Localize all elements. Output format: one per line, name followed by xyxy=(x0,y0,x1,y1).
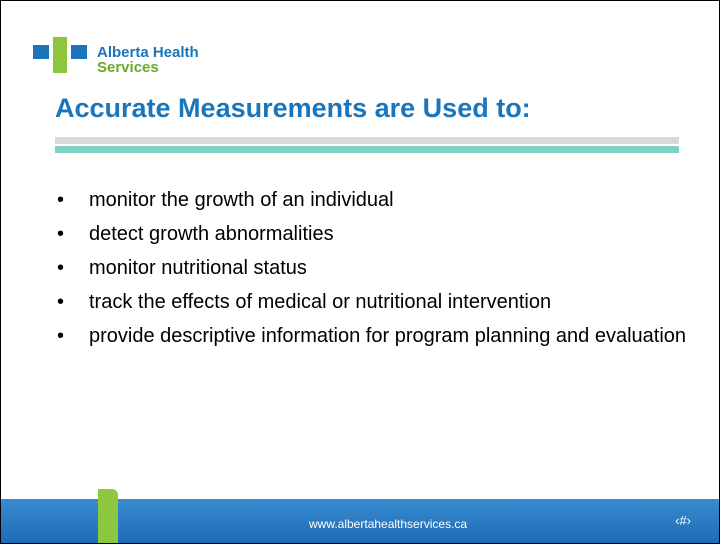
page-number: ‹#› xyxy=(675,513,691,528)
bullet: monitor the growth of an individual xyxy=(57,189,697,212)
brand-line: Alberta Health xyxy=(97,44,199,61)
logo-mark xyxy=(33,37,87,73)
title: Accurate Measurements are Used to: xyxy=(55,93,531,123)
bullet: detect growth abnormalities xyxy=(57,223,697,246)
bullet: provide descriptive information for prog… xyxy=(57,325,697,348)
bullet: monitor nutritional status xyxy=(57,257,697,280)
footer-url: www.albertahealthservices.ca xyxy=(309,517,468,531)
brand-line: Services xyxy=(97,59,159,76)
footer: www.albertahealthservices.ca ‹#› xyxy=(1,489,719,543)
rule xyxy=(55,146,679,153)
bullet: track the effects of medical or nutritio… xyxy=(57,291,697,314)
bullet-list: monitor the growth of an individual detec… xyxy=(57,189,697,359)
rule xyxy=(55,137,679,144)
footer-accent xyxy=(98,489,118,543)
